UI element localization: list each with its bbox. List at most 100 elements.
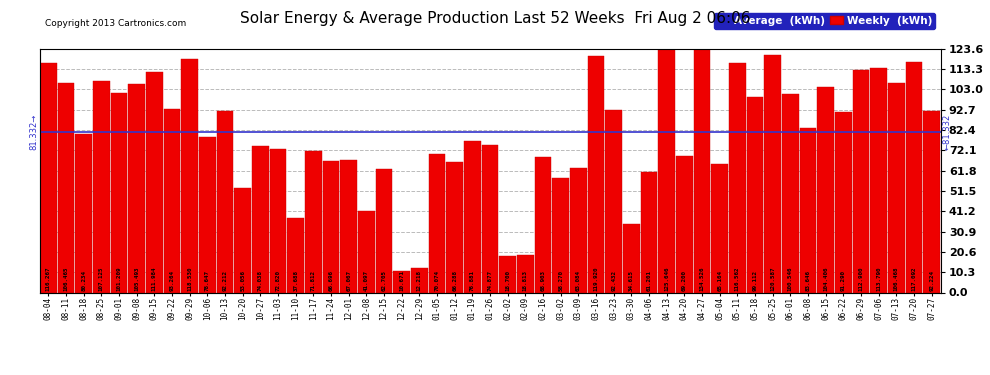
Legend: Average  (kWh), Weekly  (kWh): Average (kWh), Weekly (kWh) xyxy=(714,12,936,29)
Text: 92.224: 92.224 xyxy=(930,270,935,291)
Text: 63.084: 63.084 xyxy=(576,270,581,291)
Text: 113.790: 113.790 xyxy=(876,266,881,291)
Bar xyxy=(40,63,56,292)
Text: 119.920: 119.920 xyxy=(594,266,599,291)
Text: 62.705: 62.705 xyxy=(381,270,386,291)
Text: 116.267: 116.267 xyxy=(46,266,50,291)
Text: 116.562: 116.562 xyxy=(735,266,740,291)
Bar xyxy=(482,145,498,292)
Bar xyxy=(870,68,887,292)
Text: 92.432: 92.432 xyxy=(611,270,616,291)
Bar xyxy=(93,81,110,292)
Text: 99.112: 99.112 xyxy=(752,270,757,291)
Text: 69.200: 69.200 xyxy=(682,270,687,291)
Text: 101.209: 101.209 xyxy=(117,266,122,291)
Bar xyxy=(800,128,817,292)
Bar xyxy=(464,141,481,292)
Bar xyxy=(694,27,711,292)
Bar xyxy=(924,111,940,292)
Text: 118.530: 118.530 xyxy=(187,266,192,291)
Bar xyxy=(199,137,216,292)
Text: 18.700: 18.700 xyxy=(505,270,510,291)
Text: 10.671: 10.671 xyxy=(399,270,404,291)
Text: 65.164: 65.164 xyxy=(717,270,722,291)
Bar xyxy=(729,63,745,292)
Bar xyxy=(358,211,375,292)
Bar xyxy=(535,157,551,292)
Text: 70.074: 70.074 xyxy=(435,270,440,291)
Text: Copyright 2013 Cartronics.com: Copyright 2013 Cartronics.com xyxy=(45,19,186,28)
Text: 12.218: 12.218 xyxy=(417,270,422,291)
Bar xyxy=(181,59,198,292)
Text: 41.097: 41.097 xyxy=(364,270,369,291)
Bar xyxy=(764,55,781,292)
Bar xyxy=(605,110,622,292)
Bar xyxy=(57,82,74,292)
Bar xyxy=(393,272,410,292)
Text: 18.813: 18.813 xyxy=(523,270,528,291)
Bar xyxy=(782,94,799,292)
Bar xyxy=(129,84,146,292)
Bar xyxy=(411,268,428,292)
Text: 125.646: 125.646 xyxy=(664,266,669,291)
Text: Solar Energy & Average Production Last 52 Weeks  Fri Aug 2 06:06: Solar Energy & Average Production Last 5… xyxy=(240,11,750,26)
Text: ←81.332: ←81.332 xyxy=(942,114,951,150)
Bar xyxy=(676,156,693,292)
Bar xyxy=(552,178,569,292)
Bar xyxy=(818,87,834,292)
Text: 76.881: 76.881 xyxy=(470,270,475,291)
Text: 67.067: 67.067 xyxy=(346,270,351,291)
Text: 53.056: 53.056 xyxy=(241,270,246,291)
Bar xyxy=(375,169,392,292)
Text: 104.406: 104.406 xyxy=(823,266,829,291)
Bar xyxy=(341,160,357,292)
Text: 72.820: 72.820 xyxy=(275,270,280,291)
Text: 92.212: 92.212 xyxy=(223,270,228,291)
Text: 66.288: 66.288 xyxy=(452,270,457,291)
Text: 117.092: 117.092 xyxy=(912,266,917,291)
Text: 61.201: 61.201 xyxy=(646,270,651,291)
Text: 80.234: 80.234 xyxy=(81,270,86,291)
Text: 78.647: 78.647 xyxy=(205,270,210,291)
Bar xyxy=(658,45,675,292)
Text: 100.546: 100.546 xyxy=(788,266,793,291)
Text: 68.903: 68.903 xyxy=(541,270,545,291)
Bar xyxy=(269,149,286,292)
Text: 112.900: 112.900 xyxy=(858,266,863,291)
Text: 106.465: 106.465 xyxy=(63,266,68,291)
Text: 107.125: 107.125 xyxy=(99,266,104,291)
Bar xyxy=(235,188,251,292)
Text: 83.646: 83.646 xyxy=(806,270,811,291)
Text: 37.688: 37.688 xyxy=(293,270,298,291)
Bar xyxy=(517,255,534,292)
Bar xyxy=(641,172,657,292)
Text: 105.493: 105.493 xyxy=(135,266,140,291)
Bar xyxy=(323,161,340,292)
Bar xyxy=(429,154,446,292)
Bar xyxy=(305,151,322,292)
Text: 120.587: 120.587 xyxy=(770,266,775,291)
Text: 71.812: 71.812 xyxy=(311,270,316,291)
Bar xyxy=(888,82,905,292)
Text: 93.264: 93.264 xyxy=(169,270,174,291)
Bar xyxy=(252,147,269,292)
Text: 74.877: 74.877 xyxy=(487,270,493,291)
Text: 106.468: 106.468 xyxy=(894,266,899,291)
Text: 74.038: 74.038 xyxy=(258,270,263,291)
Text: 34.615: 34.615 xyxy=(629,270,634,291)
Text: 58.270: 58.270 xyxy=(558,270,563,291)
Bar xyxy=(852,70,869,292)
Text: 81.332→: 81.332→ xyxy=(30,114,39,150)
Bar xyxy=(147,72,162,292)
Bar xyxy=(287,218,304,292)
Bar xyxy=(570,168,587,292)
Text: 134.526: 134.526 xyxy=(700,266,705,291)
Bar xyxy=(835,112,851,292)
Text: 111.984: 111.984 xyxy=(151,266,157,291)
Bar xyxy=(163,109,180,292)
Bar xyxy=(499,256,516,292)
Bar xyxy=(446,162,463,292)
Bar xyxy=(711,164,728,292)
Bar xyxy=(906,62,923,292)
Bar xyxy=(75,134,92,292)
